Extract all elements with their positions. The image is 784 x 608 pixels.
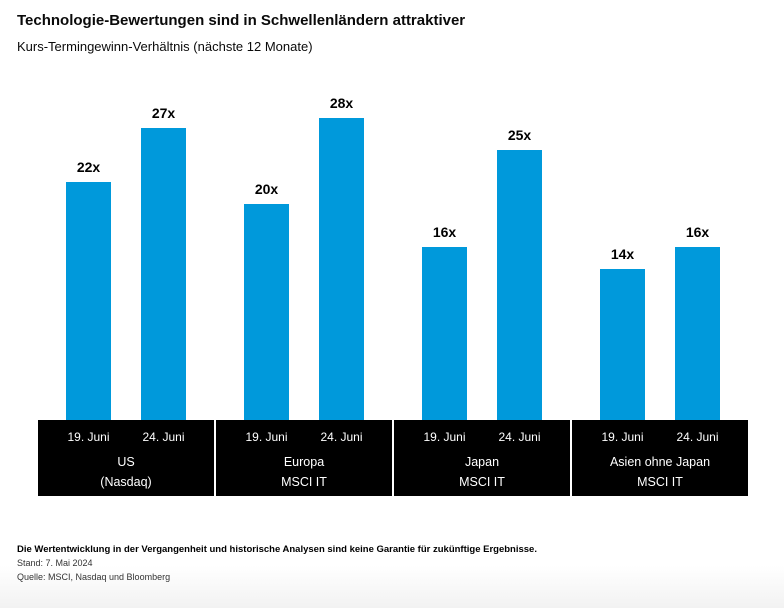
group-label-box: 19. Juni 24. Juni Europa MSCI IT (216, 420, 392, 496)
bar (497, 150, 542, 420)
bar-chart: 22x 27x 19. Juni 24. Juni US (Nasdaq) 20x 28x 19… (38, 90, 748, 496)
bar-group-bars: 22x 27x (38, 90, 214, 420)
bar-column: 20x (244, 182, 289, 420)
group-name: US (Nasdaq) (38, 452, 214, 492)
chart-header: Technologie-Bewertungen sind in Schwelle… (17, 12, 767, 54)
source-text: Quelle: MSCI, Nasdaq und Bloomberg (17, 572, 171, 582)
bar-value-label: 27x (151, 105, 176, 122)
bar (319, 117, 364, 420)
group-name-line: Europa (283, 455, 325, 469)
bar-column: 22x (66, 160, 111, 420)
bar-column: 28x (319, 94, 364, 420)
bar (244, 204, 289, 420)
group-name-line: MSCI IT (281, 475, 327, 489)
bar-group-0: 22x 27x 19. Juni 24. Juni US (Nasdaq) (38, 90, 214, 496)
date-label: 19. Juni (601, 430, 644, 444)
page-subtitle: Kurs-Termingewinn-Verhältnis (nächste 12… (17, 39, 313, 54)
bar-column: 27x (141, 106, 186, 420)
group-label-box: 19. Juni 24. Juni Japan MSCI IT (394, 420, 570, 496)
disclaimer-text: Die Wertentwicklung in der Vergangenheit… (17, 544, 537, 555)
bar-column: 16x (675, 225, 720, 420)
date-label: 19. Juni (423, 430, 466, 444)
group-name: Asien ohne Japan MSCI IT (572, 452, 748, 492)
bar-group-bars: 20x 28x (216, 90, 392, 420)
date-label: 24. Juni (498, 430, 541, 444)
bar-group-3: 14x 16x 19. Juni 24. Juni Asien ohne Japan MS… (572, 90, 748, 496)
group-label-box: 19. Juni 24. Juni Asien ohne Japan MSCI IT (572, 420, 748, 496)
bar-group-2: 16x 25x 19. Juni 24. Juni Japan MSCI IT (394, 90, 570, 496)
chart-footer: Die Wertentwicklung in der Vergangenheit… (17, 544, 767, 586)
date-label: 19. Juni (245, 430, 288, 444)
group-name-line: US (117, 455, 135, 469)
bar-value-label: 16x (432, 224, 457, 241)
date-label: 24. Juni (320, 430, 363, 444)
group-name-line: Japan (464, 455, 500, 469)
bar-value-label: 28x (329, 94, 354, 111)
group-name-line: Asien ohne Japan (609, 455, 711, 469)
group-name-line: MSCI IT (459, 475, 505, 489)
bar (422, 247, 467, 420)
group-name-line: (Nasdaq) (100, 475, 152, 489)
group-name-line: MSCI IT (637, 475, 683, 489)
bar-value-label: 16x (685, 224, 710, 241)
bar-value-label: 14x (610, 245, 635, 262)
date-label: 24. Juni (676, 430, 719, 444)
bar-group-1: 20x 28x 19. Juni 24. Juni Europa MSCI IT (216, 90, 392, 496)
date-labels: 19. Juni 24. Juni (394, 430, 570, 444)
bar (66, 182, 111, 420)
bar-value-label: 20x (254, 181, 279, 197)
date-labels: 19. Juni 24. Juni (572, 430, 748, 444)
bar-value-label: 22x (76, 159, 101, 176)
bar (600, 268, 645, 420)
group-label-box: 19. Juni 24. Juni US (Nasdaq) (38, 420, 214, 496)
group-name: Europa MSCI IT (216, 452, 392, 492)
date-label: 24. Juni (142, 430, 185, 444)
bar-column: 25x (497, 128, 542, 420)
bar-group-bars: 14x 16x (572, 90, 748, 420)
date-label: 19. Juni (67, 430, 110, 444)
bar-value-label: 25x (507, 127, 532, 143)
bar-column: 14x (600, 245, 645, 420)
bar-column: 16x (422, 225, 467, 420)
date-labels: 19. Juni 24. Juni (216, 430, 392, 444)
bar (141, 128, 186, 420)
bar (675, 247, 720, 420)
group-name: Japan MSCI IT (394, 452, 570, 492)
date-labels: 19. Juni 24. Juni (38, 430, 214, 444)
as-of-date: Stand: 7. Mai 2024 (17, 558, 93, 568)
bar-group-bars: 16x 25x (394, 90, 570, 420)
page-title: Technologie-Bewertungen sind in Schwelle… (17, 12, 466, 29)
